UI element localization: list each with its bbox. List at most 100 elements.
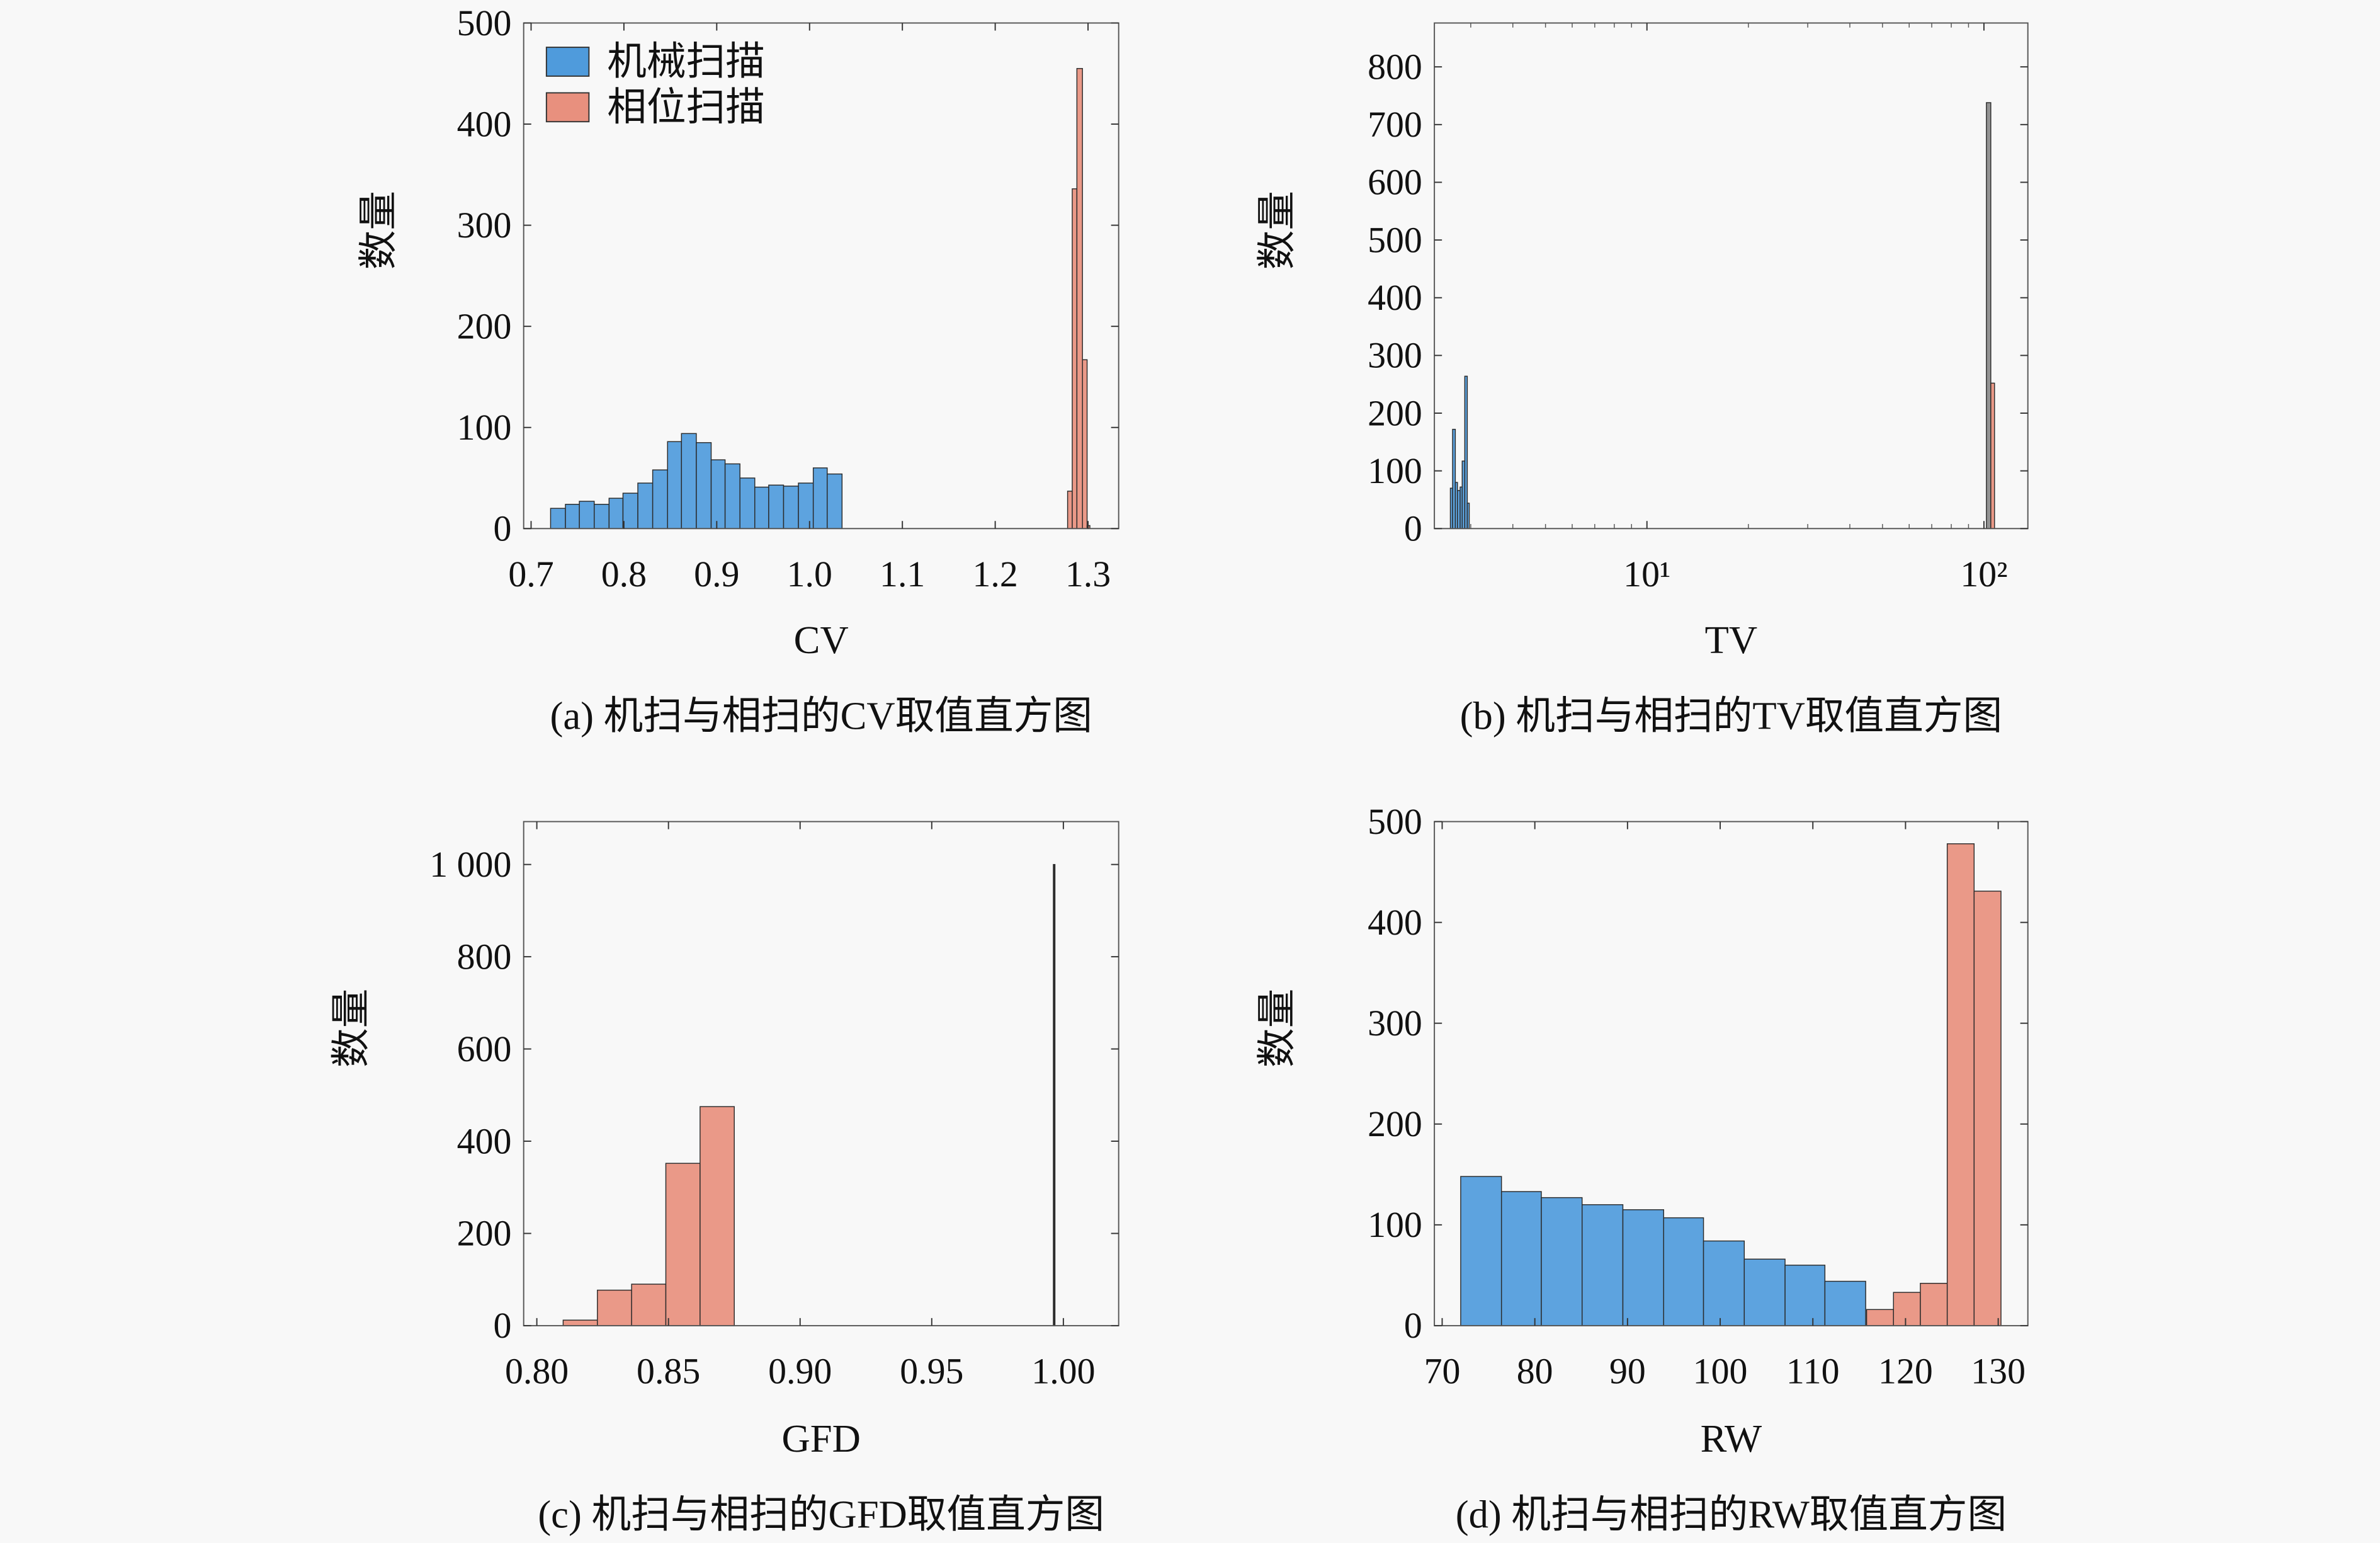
x-tick-label: 0.95 [900, 1351, 963, 1392]
histogram-bar [608, 498, 624, 530]
axes-box [1434, 22, 2029, 530]
histogram-bar [710, 459, 726, 530]
y-tick-label: 500 [1368, 801, 1422, 842]
x-tick-label: 1.1 [880, 554, 925, 595]
histogram-bar [1920, 1282, 1948, 1326]
x-tick-label: 10¹ [1623, 554, 1670, 595]
y-tick-label: 500 [1368, 219, 1422, 260]
histogram-bar [1466, 503, 1470, 530]
histogram-bar [1500, 1191, 1542, 1326]
axes-box [523, 22, 1119, 530]
histogram-bar [1784, 1265, 1826, 1326]
y-tick-label: 800 [1368, 46, 1422, 87]
histogram-bar [597, 1289, 632, 1326]
histogram-bar [681, 433, 697, 530]
histogram-bar [1460, 1176, 1502, 1326]
histogram-bar [812, 467, 828, 530]
histogram-bar [783, 486, 799, 530]
histogram-bar [1582, 1204, 1624, 1326]
histogram-bar [696, 442, 712, 530]
y-tick-label: 1 000 [429, 844, 511, 885]
histogram-gfd: 0 200 400 600 800 1 000 0.80 0.85 0.90 0.95 1.00 GF… [329, 821, 1119, 1537]
histogram-bar [1893, 1292, 1921, 1326]
x-axis-label: TV [1705, 618, 1758, 662]
histogram-bar [665, 1163, 701, 1326]
y-tick-label: 400 [1368, 902, 1422, 943]
histogram-bar [827, 473, 843, 530]
x-tick-label: 110 [1786, 1351, 1840, 1392]
y-tick-label: 400 [457, 1120, 512, 1161]
x-tick-label: 80 [1517, 1351, 1553, 1392]
histogram-bar [1743, 1258, 1786, 1326]
histogram-bar [798, 482, 814, 530]
y-tick-label: 100 [457, 407, 512, 448]
histogram-bar [739, 477, 756, 530]
x-tick-label: 70 [1424, 1351, 1461, 1392]
histogram-bar [562, 1319, 598, 1326]
histogram-bar [1824, 1280, 1866, 1326]
histogram-bar [565, 504, 580, 530]
x-tick-label: 1.3 [1065, 554, 1111, 595]
y-tick-label: 800 [457, 936, 512, 977]
y-tick-label: 0 [493, 508, 511, 549]
plot-area [523, 23, 1119, 529]
y-tick-label: 100 [1368, 1204, 1422, 1245]
x-tick-label: 0.80 [505, 1351, 569, 1392]
histogram-bar [724, 463, 740, 530]
histogram-bar [1973, 891, 2002, 1326]
x-tick-label: 0.7 [508, 554, 553, 595]
y-tick-label: 700 [1368, 104, 1422, 145]
histogram-bar [579, 501, 595, 530]
x-tick-label: 1.0 [787, 554, 832, 595]
x-tick-label: 1.2 [972, 554, 1017, 595]
x-tick-label: 120 [1878, 1351, 1933, 1392]
y-axis-label: 数量 [356, 191, 400, 270]
x-tick-label: 10² [1960, 554, 2007, 595]
histogram-bar [1076, 68, 1083, 530]
histogram-bar [550, 508, 566, 530]
subfigure-caption: (a) 机扫与相扫的CV取值直方图 [550, 694, 1092, 738]
legend-entry: 相位扫描 [607, 85, 765, 129]
histogram-tv: 0 100 200 300 400 500 600 700 800 10¹ 10² TV 数量 (b) 机… [1255, 22, 2029, 738]
x-tick-label: 0.90 [768, 1351, 832, 1392]
x-tick-label: 90 [1609, 1351, 1646, 1392]
x-axis-label: CV [794, 618, 849, 662]
histogram-bar [1072, 188, 1078, 530]
plot-area [1434, 23, 2028, 529]
y-tick-label: 300 [1368, 335, 1422, 376]
y-axis-label: 数量 [1255, 191, 1299, 270]
histogram-bar [1053, 863, 1056, 1326]
axes-box [523, 821, 1119, 1326]
legend-swatch [545, 47, 590, 77]
histogram-bar [1866, 1309, 1895, 1326]
subfigure-caption: (c) 机扫与相扫的GFD取值直方图 [538, 1493, 1104, 1537]
x-tick-label: 130 [1971, 1351, 2026, 1392]
y-tick-label: 600 [1368, 162, 1422, 203]
histogram-bar [1622, 1209, 1664, 1326]
y-tick-label: 200 [1368, 1103, 1422, 1144]
histogram-bar [754, 486, 769, 530]
y-tick-label: 200 [1368, 392, 1422, 433]
histogram-bar [631, 1284, 667, 1326]
histogram-bar [622, 493, 638, 530]
y-tick-label: 200 [457, 305, 512, 346]
plot-area [523, 821, 1119, 1326]
histogram-bar [1990, 382, 1995, 530]
histogram-bar [1541, 1197, 1583, 1326]
histogram-bar [667, 441, 683, 530]
x-tick-label: 100 [1693, 1351, 1748, 1392]
x-axis-label: GFD [782, 1416, 861, 1460]
y-axis-label: 数量 [1255, 989, 1299, 1068]
y-tick-label: 0 [1404, 1305, 1422, 1346]
y-tick-label: 300 [1368, 1003, 1422, 1044]
histogram-bar [652, 469, 668, 530]
y-tick-label: 0 [493, 1305, 511, 1346]
legend-entry: 机械扫描 [607, 39, 765, 83]
histogram-bar [1946, 843, 1975, 1326]
subfigure-caption: (d) 机扫与相扫的RW取值直方图 [1456, 1493, 2007, 1537]
histogram-bar [1067, 491, 1073, 530]
y-tick-label: 400 [457, 103, 512, 144]
x-axis-label: RW [1701, 1416, 1762, 1460]
y-tick-label: 600 [457, 1028, 512, 1069]
